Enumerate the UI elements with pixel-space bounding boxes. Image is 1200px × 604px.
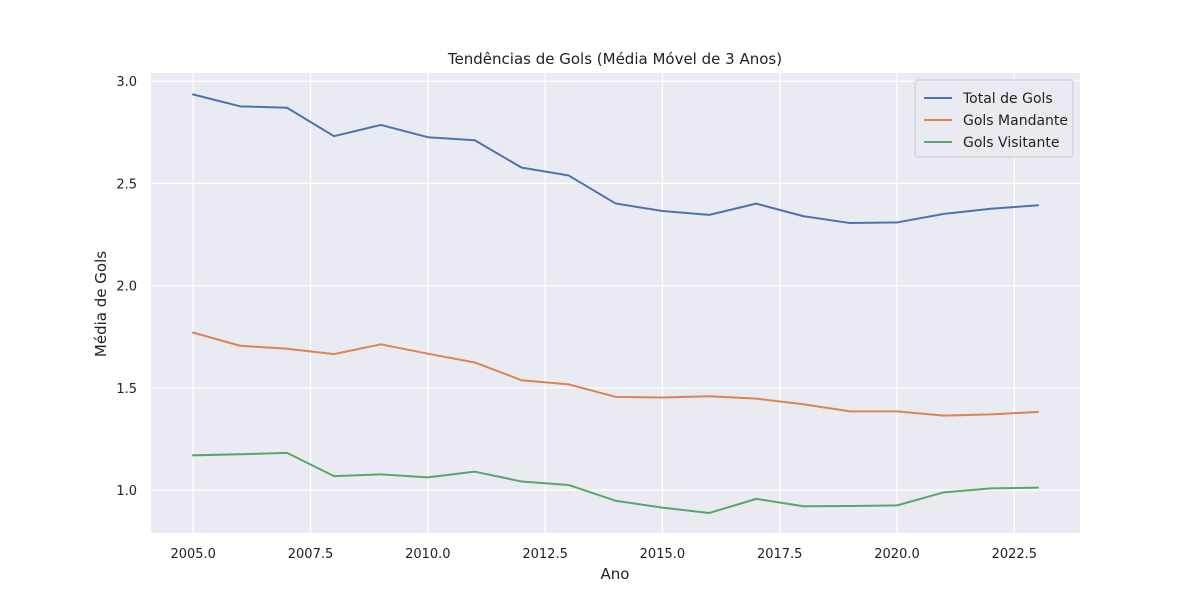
legend-label: Gols Mandante (963, 113, 1068, 129)
series-line-1 (192, 93, 1039, 225)
y-axis-ticks: 1.0 1.5 2.0 2.5 3.0 (116, 75, 137, 499)
chart-title: Tendências de Gols (Média Móvel de 3 Ano… (447, 50, 782, 68)
y-tick-label: 1.0 (116, 484, 137, 499)
x-tick-label: 2022.5 (992, 547, 1038, 562)
y-axis-label: Média de Gols (92, 251, 110, 357)
x-tick-label: 2012.5 (522, 547, 568, 562)
legend: Total de Gols Gols Mandante Gols Visitante (914, 79, 1074, 158)
y-tick-label: 1.5 (116, 382, 137, 397)
series-line-2 (191, 331, 1039, 417)
x-tick-label: 2015.0 (640, 547, 686, 562)
y-tick-label: 2.5 (116, 177, 137, 192)
legend-box (914, 79, 1074, 158)
legend-label: Gols Visitante (963, 135, 1059, 151)
x-tick-label: 2010.0 (405, 547, 451, 562)
x-axis-label: Ano (601, 565, 630, 583)
x-axis-ticks: 2005.0 2007.5 2010.0 2012.5 2015.0 2017.5 2020… (170, 547, 1037, 562)
x-tick-label: 2020.0 (874, 547, 920, 562)
y-tick-label: 3.0 (116, 75, 137, 90)
y-tick-label: 2.0 (116, 280, 137, 295)
x-tick-label: 2005.0 (170, 547, 216, 562)
x-tick-label: 2007.5 (288, 547, 334, 562)
series-line-3 (192, 451, 1039, 514)
series-lines (191, 93, 1039, 514)
x-tick-label: 2017.5 (757, 547, 803, 562)
legend-label: Total de Gols (962, 91, 1053, 107)
